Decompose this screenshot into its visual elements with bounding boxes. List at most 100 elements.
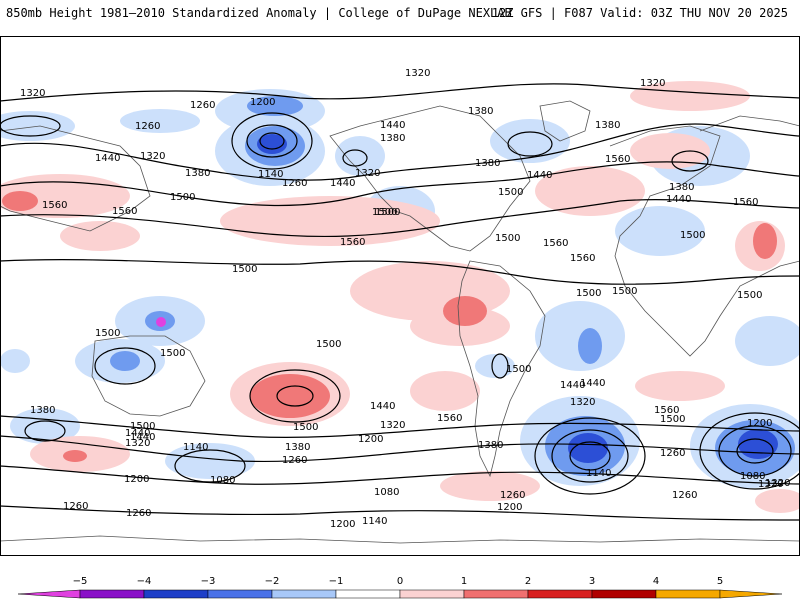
contour-label: 1260 [282,178,307,189]
colorbar-tick-label: −5 [73,576,88,587]
contour-label: 1560 [112,206,137,217]
colorbar-segment [591,589,657,599]
contour-label: 1380 [595,120,620,131]
contour-label: 1440 [560,380,585,391]
contour-label: 1200 [250,97,275,108]
contour-label: 1200 [330,519,355,530]
contour-label: 1380 [285,442,310,453]
contour-label: 1500 [498,187,523,198]
colorbar-segment [527,589,593,599]
colorbar-canvas: −5 −4 −3 −2 −1 0 1 2 3 4 5 [17,576,783,599]
contour-label: 1440 [370,401,395,412]
colorbar-tick-label: −4 [137,576,152,587]
height-contours [0,83,800,521]
contour-label: 1440 [527,170,552,181]
contour-label: 1320 [140,151,165,162]
contour-label: 1320 [355,168,380,179]
contour-label: 1380 [669,182,694,193]
contour-label: 1440 [95,153,120,164]
contour-label: 1560 [570,253,595,264]
colorbar-tick-label: 4 [653,576,659,587]
contour-label: 1500 [160,348,185,359]
contour-label: 1560 [340,237,365,248]
contour-labels: 1320 1320 1260 1200 1260 1320 1380 1320 … [20,68,790,530]
contour-label: 1320 [125,438,150,449]
contour-label: 1380 [478,440,503,451]
colorbar-tick-label: 1 [461,576,467,587]
contour-label: 1500 [293,422,318,433]
contour-label: 1500 [495,233,520,244]
colorbar-segment [207,589,273,599]
contour-label: 1560 [42,200,67,211]
colorbar-tick-label: 5 [717,576,723,587]
contour-label: 1500 [232,264,257,275]
contour-label: 1560 [654,405,679,416]
contour-label: 1560 [437,413,462,424]
anomaly-colorbar: −5 −4 −3 −2 −1 0 1 2 3 4 5 [0,560,800,600]
contour-label: 1080 [210,475,235,486]
colorbar-segment [143,589,209,599]
colorbar-tick-label: −2 [265,576,280,587]
colorbar-tick-label: 2 [525,576,531,587]
contour-label: 1440 [666,194,691,205]
colorbar-segment [271,589,337,599]
contour-label: 1200 [497,502,522,513]
contour-label: 1500 [680,230,705,241]
colorbar-segment [335,589,401,599]
colorbar-segment [399,589,465,599]
colorbar-right-arrow [719,589,783,599]
colorbar-left-arrow [17,589,81,599]
contour-label: 1080 [374,487,399,498]
contour-label: 1440 [130,432,155,443]
colorbar-tick-label: 0 [397,576,403,587]
colorbar-tick-label: 3 [589,576,595,587]
contour-label: 1320 [20,88,45,99]
contour-label: 1380 [30,405,55,416]
contour-label: 1260 [190,100,215,111]
contour-label: 1500 [95,328,120,339]
contour-label: 1260 [135,121,160,132]
contour-label: 1500 [170,192,195,203]
header: 850mb Height 1981–2010 Standardized Anom… [0,0,800,36]
contour-label: 1320 [765,478,790,489]
contour-label: 1260 [500,490,525,501]
contour-label: 1260 [282,455,307,466]
colorbar-segment [655,589,721,599]
contour-label: 1140 [183,442,208,453]
contour-label: 1380 [380,133,405,144]
contour-label: 1200 [358,434,383,445]
contour-label: 1500 [372,207,397,218]
contour-label: 1320 [570,397,595,408]
map-canvas: 1320 1320 1260 1200 1260 1320 1380 1320 … [0,36,800,556]
contour-label: 1140 [362,516,387,527]
map-panel[interactable]: 1320 1320 1260 1200 1260 1320 1380 1320 … [0,36,800,556]
contour-label: 1500 [375,207,400,218]
colorbar-segment [463,589,529,599]
colorbar-tick-label: −3 [201,576,216,587]
contour-label: 1200 [124,474,149,485]
contour-label: 1320 [405,68,430,79]
contour-label: 1560 [543,238,568,249]
colorbar-tick-label: −1 [329,576,344,587]
contour-label: 1560 [605,154,630,165]
positive-anomaly-medium [2,191,777,462]
negative-anomaly-strong [156,134,778,463]
contour-label: 1140 [586,468,611,479]
contour-label: 1500 [660,414,685,425]
colorbar-segment [79,589,145,599]
contour-label: 1380 [468,106,493,117]
contour-label: 1440 [330,178,355,189]
contour-label: 1500 [506,364,531,375]
contour-label: 1260 [660,448,685,459]
contour-label: 1140 [258,169,283,180]
contour-label: 1560 [733,197,758,208]
contour-label: 1440 [580,378,605,389]
contour-label: 1320 [758,479,783,490]
contour-label: 1380 [475,158,500,169]
contour-label: 1200 [747,418,772,429]
contour-label: 1080 [740,471,765,482]
contour-label: 1260 [672,490,697,501]
contour-label: 1500 [576,288,601,299]
contour-label: 1380 [185,168,210,179]
contour-label: 1500 [316,339,341,350]
